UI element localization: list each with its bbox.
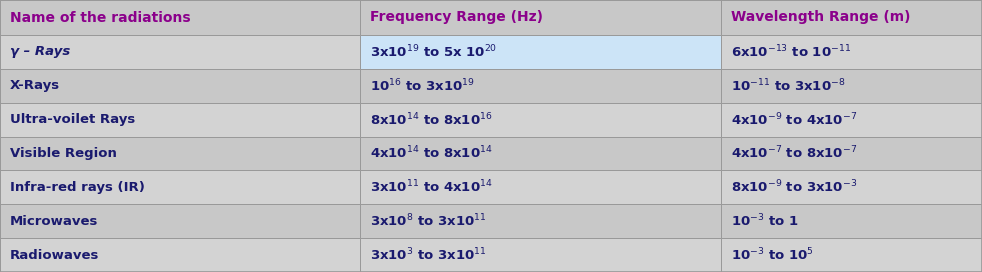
Bar xyxy=(360,103,721,137)
Bar xyxy=(360,171,721,204)
Text: 3x10$^{3}$ to 3x10$^{11}$: 3x10$^{3}$ to 3x10$^{11}$ xyxy=(370,247,487,263)
Bar xyxy=(360,204,721,238)
Bar xyxy=(360,238,721,272)
Text: 3x10$^{11}$ to 4x10$^{14}$: 3x10$^{11}$ to 4x10$^{14}$ xyxy=(370,179,493,196)
Text: 10$^{16}$ to 3x10$^{19}$: 10$^{16}$ to 3x10$^{19}$ xyxy=(370,78,475,94)
Text: Ultra-voilet Rays: Ultra-voilet Rays xyxy=(10,113,136,126)
Text: 4x10$^{-7}$ to 8x10$^{-7}$: 4x10$^{-7}$ to 8x10$^{-7}$ xyxy=(731,145,857,162)
Bar xyxy=(360,137,721,171)
Bar xyxy=(721,204,982,238)
Text: 4x10$^{-9}$ to 4x10$^{-7}$: 4x10$^{-9}$ to 4x10$^{-7}$ xyxy=(731,111,857,128)
Bar xyxy=(721,137,982,171)
Bar xyxy=(360,35,721,69)
Text: 8x10$^{-9}$ to 3x10$^{-3}$: 8x10$^{-9}$ to 3x10$^{-3}$ xyxy=(731,179,857,196)
Text: Infra-red rays (IR): Infra-red rays (IR) xyxy=(10,181,144,194)
Text: Wavelength Range (m): Wavelength Range (m) xyxy=(731,11,910,24)
Text: γ – Rays: γ – Rays xyxy=(10,45,70,58)
Text: X-Rays: X-Rays xyxy=(10,79,60,92)
Text: 4x10$^{14}$ to 8x10$^{14}$: 4x10$^{14}$ to 8x10$^{14}$ xyxy=(370,145,493,162)
Bar xyxy=(721,35,982,69)
Bar xyxy=(721,103,982,137)
Text: 10$^{-3}$ to 1: 10$^{-3}$ to 1 xyxy=(731,213,798,230)
Text: 3x10$^{8}$ to 3x10$^{11}$: 3x10$^{8}$ to 3x10$^{11}$ xyxy=(370,213,487,230)
Text: Microwaves: Microwaves xyxy=(10,215,98,228)
Bar xyxy=(0,35,360,69)
Text: 3x10$^{19}$ to 5x 10$^{20}$: 3x10$^{19}$ to 5x 10$^{20}$ xyxy=(370,44,498,60)
Bar xyxy=(721,238,982,272)
Text: 6x10$^{-13}$ to 10$^{-11}$: 6x10$^{-13}$ to 10$^{-11}$ xyxy=(731,44,850,60)
Bar xyxy=(0,103,360,137)
Bar xyxy=(0,137,360,171)
Bar xyxy=(0,238,360,272)
Text: 10$^{-3}$ to 10$^{5}$: 10$^{-3}$ to 10$^{5}$ xyxy=(731,247,813,263)
Bar xyxy=(0,0,360,35)
Bar xyxy=(721,171,982,204)
Bar xyxy=(0,204,360,238)
Bar xyxy=(721,69,982,103)
Bar xyxy=(360,0,721,35)
Text: Frequency Range (Hz): Frequency Range (Hz) xyxy=(370,11,543,24)
Text: Name of the radiations: Name of the radiations xyxy=(10,11,191,24)
Text: Visible Region: Visible Region xyxy=(10,147,117,160)
Bar xyxy=(360,69,721,103)
Bar xyxy=(721,0,982,35)
Text: 10$^{-11}$ to 3x10$^{-8}$: 10$^{-11}$ to 3x10$^{-8}$ xyxy=(731,78,846,94)
Bar xyxy=(0,69,360,103)
Text: 8x10$^{14}$ to 8x10$^{16}$: 8x10$^{14}$ to 8x10$^{16}$ xyxy=(370,111,493,128)
Bar xyxy=(0,171,360,204)
Text: Radiowaves: Radiowaves xyxy=(10,249,99,262)
